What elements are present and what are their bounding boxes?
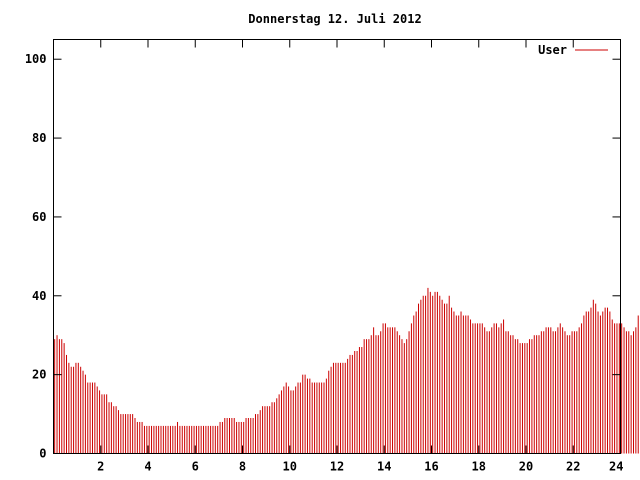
y-tick-label: 100 xyxy=(25,52,47,66)
bar-series xyxy=(54,287,639,454)
x-tick-label: 22 xyxy=(566,460,580,474)
x-tick-label: 18 xyxy=(472,460,486,474)
legend: User xyxy=(538,43,608,57)
legend-label: User xyxy=(538,43,567,57)
plot-border xyxy=(53,39,621,454)
x-axis: 2 4 6 8 10 12 14 16 18 20 22 24 xyxy=(97,39,624,474)
y-tick-label: 60 xyxy=(32,210,46,224)
x-tick-label: 24 xyxy=(609,460,623,474)
x-tick-label: 16 xyxy=(424,460,438,474)
y-tick-label: 0 xyxy=(39,447,46,461)
y-tick-label: 80 xyxy=(32,131,46,145)
x-tick-label: 12 xyxy=(330,460,344,474)
x-tick-label: 14 xyxy=(377,460,391,474)
x-tick-label: 8 xyxy=(239,460,246,474)
y-tick-label: 40 xyxy=(32,289,46,303)
x-tick-label: 4 xyxy=(144,460,151,474)
y-axis: 0 20 40 60 80 100 xyxy=(25,52,621,461)
x-tick-label: 6 xyxy=(192,460,199,474)
y-tick-label: 20 xyxy=(32,368,46,382)
x-tick-label: 2 xyxy=(97,460,104,474)
x-tick-label: 20 xyxy=(519,460,533,474)
x-tick-label: 10 xyxy=(283,460,297,474)
chart-title: Donnerstag 12. Juli 2012 xyxy=(248,12,421,26)
